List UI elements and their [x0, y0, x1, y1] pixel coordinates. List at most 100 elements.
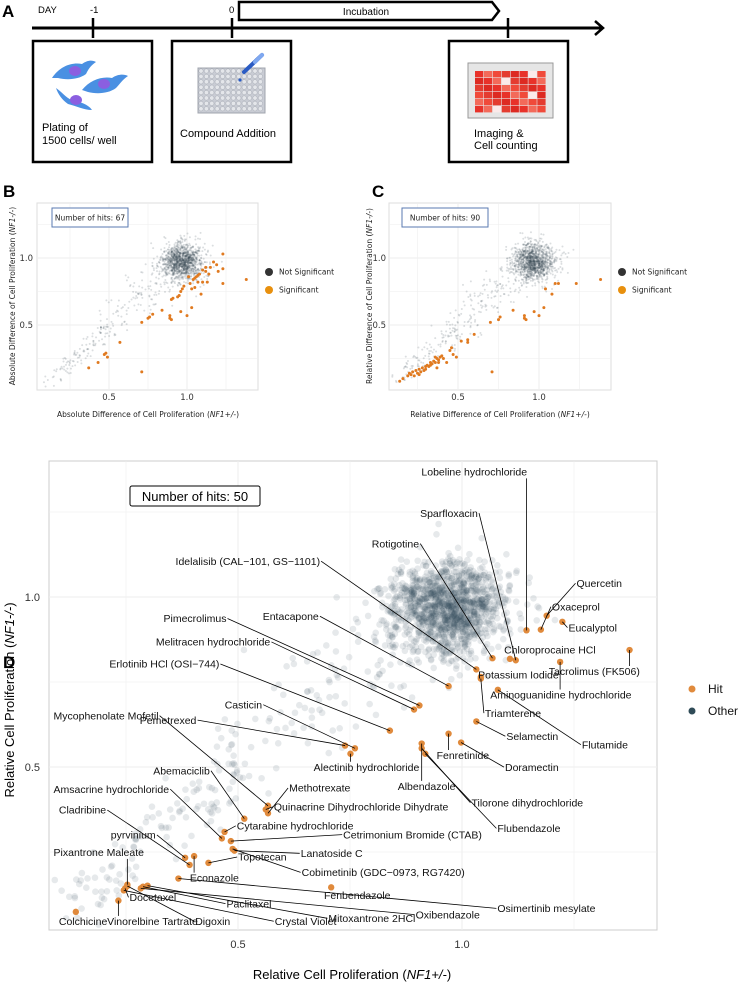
well [203, 106, 209, 112]
point-other [441, 336, 444, 339]
point-other [169, 264, 172, 267]
point-other [171, 285, 174, 288]
well [225, 106, 231, 112]
point-other [132, 296, 135, 299]
point-other [172, 256, 175, 259]
point-other [129, 872, 136, 879]
point-other [430, 664, 438, 672]
well [220, 101, 226, 106]
point-other [535, 277, 538, 280]
point-other [470, 317, 473, 320]
point-other [186, 260, 189, 263]
point-other [495, 643, 502, 651]
step-compound-box: Compound Addition [170, 39, 293, 164]
point-other [529, 231, 532, 234]
well [257, 106, 263, 112]
point-other [113, 332, 116, 335]
point-other [88, 342, 91, 345]
point-other [168, 250, 171, 253]
point-other [158, 289, 161, 292]
hit-label: Potassium Iodide [478, 670, 559, 682]
heatmap-cell [510, 78, 519, 85]
point-other [165, 256, 168, 259]
point-other [556, 270, 559, 273]
point-other [179, 252, 182, 255]
well [214, 90, 220, 96]
point-other [456, 321, 459, 324]
well [252, 79, 258, 85]
point-other [156, 265, 159, 268]
point-other [51, 876, 59, 884]
point-other [168, 258, 171, 261]
point-other [178, 258, 181, 261]
well [236, 84, 242, 90]
point-other [544, 262, 547, 265]
point-other [182, 813, 190, 821]
well [209, 84, 215, 90]
point-other [439, 343, 442, 346]
panel-a: A DAY -1 0 Incubation Plating of [2, 0, 605, 164]
point-other [547, 265, 550, 268]
point-other [192, 258, 195, 261]
heatmap-cell [510, 99, 519, 106]
point-other [167, 255, 170, 258]
point-other [182, 267, 185, 270]
point-other [191, 256, 194, 259]
point-other [197, 268, 200, 271]
point-other [414, 557, 422, 565]
point-other [120, 315, 123, 318]
well [220, 90, 226, 96]
point-other [479, 595, 486, 603]
point-other [66, 367, 69, 370]
point-other [200, 267, 203, 270]
hit-label: Cetrimonium Bromide (CTAB) [343, 829, 482, 841]
point-other [536, 268, 539, 271]
point-other [189, 255, 192, 258]
point-other [186, 269, 189, 272]
point-other [152, 247, 155, 250]
point-other [183, 260, 186, 263]
point-other [403, 558, 411, 565]
point-other [164, 269, 167, 272]
point-other [164, 263, 167, 266]
point-significant [524, 318, 528, 322]
point-other [548, 250, 551, 253]
point-other [187, 271, 190, 274]
point-other [170, 280, 173, 283]
point-other [179, 234, 182, 237]
point-other [188, 832, 195, 840]
point-other [180, 244, 183, 247]
hit-label: Entacapone [263, 611, 319, 623]
point-other [185, 267, 188, 270]
point-other [161, 253, 164, 256]
well [209, 79, 215, 85]
point-other [490, 592, 498, 600]
well [214, 106, 220, 112]
point-other [531, 273, 534, 276]
point-other [188, 260, 191, 263]
point-other [177, 251, 180, 254]
well [214, 95, 220, 101]
point-other [170, 266, 173, 269]
point-other [193, 266, 196, 269]
point-other [207, 808, 214, 816]
point-other [183, 271, 186, 274]
heatmap-cell [483, 85, 493, 92]
point-other [181, 266, 184, 269]
point-other [148, 294, 151, 297]
point-other [179, 249, 182, 252]
well [230, 95, 236, 101]
point-other [188, 265, 191, 268]
point-other [162, 258, 165, 261]
hits-annotation-c: Number of hits: 90 [410, 214, 480, 223]
point-other [85, 337, 88, 340]
point-other [173, 253, 176, 256]
point-other [453, 349, 456, 352]
point-other [458, 635, 466, 643]
point-other [182, 264, 185, 267]
point-other [149, 280, 152, 283]
plating-text-2: 1500 cells/ well [42, 135, 117, 147]
point-other [171, 255, 174, 258]
day-label: DAY [38, 5, 57, 16]
